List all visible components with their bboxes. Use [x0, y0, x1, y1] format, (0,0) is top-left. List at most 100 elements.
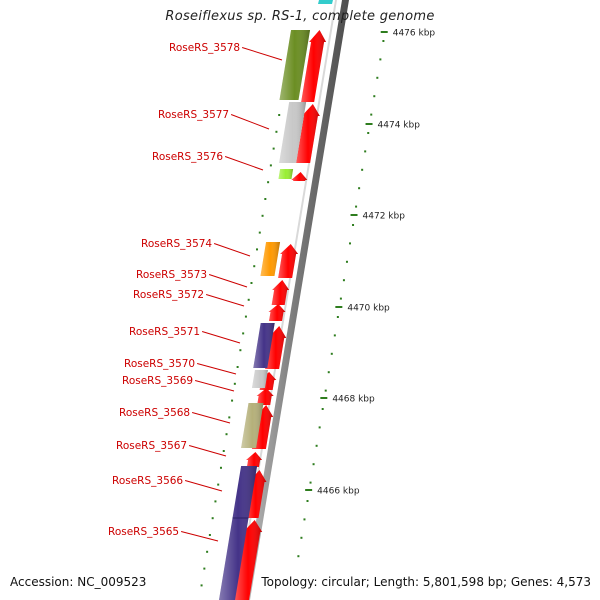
scale-minor-tick [309, 481, 312, 484]
locus-leader-line [181, 531, 219, 542]
gene-track-tick [206, 550, 209, 553]
forward-strand-arrow[interactable] [278, 244, 299, 278]
forward-strand-arrow[interactable] [268, 304, 286, 321]
gene-track-tick [261, 214, 264, 217]
scale-label: 4472 kbp [363, 212, 406, 222]
scale-minor-tick [358, 187, 361, 190]
locus-label[interactable]: RoseRS_3568 [119, 407, 190, 419]
gene-track-tick [233, 382, 236, 385]
gene-track-tick [211, 517, 214, 520]
top-gene-fragment [318, 0, 333, 4]
scale-minor-tick [352, 224, 355, 226]
scale-minor-tick [330, 352, 333, 355]
gene-block-3577[interactable] [279, 102, 307, 163]
locus-label[interactable]: RoseRS_3578 [169, 42, 240, 54]
locus-label[interactable]: RoseRS_3570 [124, 358, 195, 370]
locus-label[interactable]: RoseRS_3566 [112, 475, 183, 487]
scale-minor-tick [327, 371, 330, 374]
backbone-outer [243, 0, 349, 600]
gene-block-3571[interactable] [253, 323, 275, 368]
forward-strand-arrow[interactable] [256, 388, 274, 405]
gene-track-tick [242, 332, 245, 335]
gene-track-tick [200, 584, 203, 587]
scale-minor-tick [345, 260, 348, 263]
scale-minor-tick [306, 500, 309, 502]
scale-minor-tick [315, 444, 318, 447]
scale-minor-tick [355, 205, 358, 208]
scale-minor-tick [318, 426, 321, 429]
gene-block-3578[interactable] [279, 30, 311, 100]
gene-track-tick [258, 231, 261, 234]
gene-block-3568[interactable] [241, 403, 264, 448]
locus-leader-line [205, 294, 245, 307]
gene-track-tick [250, 282, 253, 284]
scale-minor-tick [342, 279, 345, 282]
scale-minor-tick [364, 150, 367, 153]
gene-track-tick [272, 147, 275, 150]
scale-minor-tick [333, 334, 336, 337]
locus-leader-line [194, 380, 235, 392]
scale-minor-tick [324, 389, 327, 392]
locus-leader-line [213, 243, 251, 257]
locus-leader-line [230, 114, 270, 130]
locus-label[interactable]: RoseRS_3577 [158, 109, 229, 121]
gene-track-tick [275, 130, 278, 133]
gene-track-tick [228, 416, 231, 419]
forward-strand-arrow[interactable] [271, 280, 290, 305]
gene-track-tick [208, 534, 211, 536]
gene-block-3570[interactable] [251, 370, 268, 388]
gene-block-3574[interactable] [260, 242, 281, 276]
locus-label[interactable]: RoseRS_3569 [122, 375, 193, 387]
scale-minor-tick [312, 463, 315, 466]
locus-leader-line [191, 412, 231, 424]
locus-leader-line [224, 156, 264, 171]
locus-label[interactable]: RoseRS_3571 [129, 326, 200, 338]
gene-track-tick [219, 466, 222, 469]
scale-minor-tick [300, 536, 303, 539]
forward-strand-arrow[interactable] [296, 104, 320, 163]
locus-leader-line [241, 47, 283, 61]
scale-label: 4474 kbp [378, 121, 421, 131]
gene-track-tick [222, 450, 225, 452]
forward-strand-arrow[interactable] [291, 172, 308, 181]
gene-track-tick [269, 164, 272, 167]
scale-minor-tick [373, 95, 376, 98]
locus-leader-line [188, 445, 227, 457]
gene-block-3566[interactable] [219, 466, 258, 600]
scale-minor-tick [379, 58, 382, 61]
scale-minor-tick [297, 555, 300, 558]
locus-label[interactable]: RoseRS_3576 [152, 151, 223, 163]
scale-minor-tick [361, 168, 364, 171]
scale-minor-tick [336, 316, 339, 318]
locus-label[interactable]: RoseRS_3573 [136, 269, 207, 281]
gene-track-tick [225, 433, 228, 436]
locus-label[interactable]: RoseRS_3572 [133, 289, 204, 301]
locus-leader-line [208, 274, 248, 288]
scale-minor-tick [303, 518, 306, 521]
gene-block-3576[interactable] [278, 169, 294, 179]
gene-track-tick [278, 114, 281, 116]
locus-leader-line [196, 363, 237, 375]
locus-label[interactable]: RoseRS_3574 [141, 238, 212, 250]
gene-track-tick [231, 399, 234, 402]
scale-label: 4466 kbp [317, 487, 360, 497]
scale-minor-tick [370, 113, 373, 116]
scale-minor-tick [339, 297, 342, 300]
gene-track-tick [264, 198, 267, 200]
gene-track-tick [217, 483, 220, 486]
genome-summary: Topology: circular; Length: 5,801,598 bp… [259, 574, 593, 590]
forward-strand-arrow[interactable] [234, 520, 263, 600]
forward-strand-arrow[interactable] [246, 452, 263, 467]
gene-track-tick [214, 500, 217, 503]
locus-label[interactable]: RoseRS_3565 [108, 526, 179, 538]
scale-label: 4468 kbp [332, 395, 375, 405]
gene-track-tick [203, 567, 206, 570]
locus-leader-line [201, 331, 241, 344]
scale-label: 4470 kbp [347, 304, 390, 314]
scale-minor-tick [321, 408, 324, 410]
locus-label[interactable]: RoseRS_3567 [116, 440, 187, 452]
gene-track-tick [253, 265, 256, 268]
gene-track-tick [256, 248, 259, 251]
forward-strand-arrow[interactable] [301, 30, 327, 102]
